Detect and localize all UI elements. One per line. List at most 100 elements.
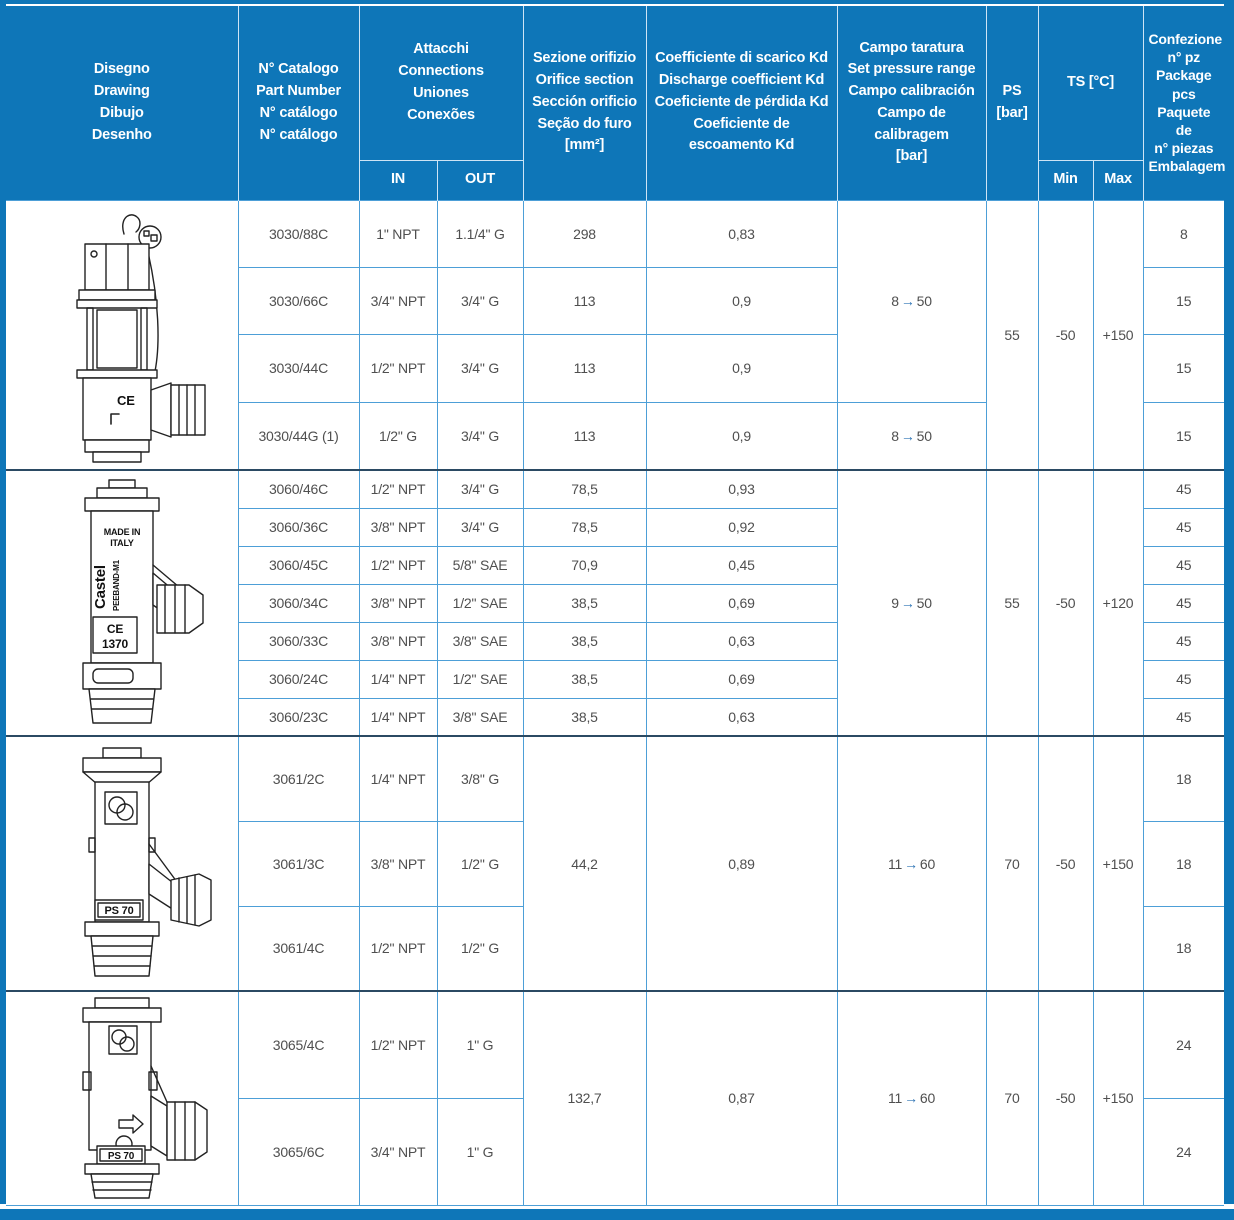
part-number-cell: 3030/44G (1) [237, 401, 360, 471]
spec-table: Disegno Drawing Dibujo Desenho N° Catalo… [6, 6, 1226, 1206]
inlet-cell: 3/8" NPT [358, 583, 438, 623]
col-header-connections: Attacchi Connections Uniones Conexões [358, 6, 524, 160]
package-cell: 15 [1142, 333, 1225, 403]
ts-max-cell: +150 [1092, 735, 1144, 992]
part-number-cell: 3061/4C [237, 905, 360, 992]
kd-cell: 0,69 [645, 583, 838, 623]
orifice-cell: 70,9 [522, 545, 647, 585]
orifice-cell: 38,5 [522, 697, 647, 737]
package-cell: 24 [1142, 990, 1225, 1099]
package-cell: 45 [1142, 697, 1225, 737]
ts-min-cell: -50 [1037, 199, 1094, 471]
range-to: 50 [916, 293, 932, 309]
outlet-cell: 1" G [436, 990, 524, 1099]
ts-max-cell: +150 [1092, 990, 1144, 1206]
part-number-cell: 3060/33C [237, 621, 360, 661]
part-number-cell: 3030/44C [237, 333, 360, 403]
orifice-cell: 78,5 [522, 507, 647, 547]
ps-rating-label: PS 70 [108, 1151, 135, 1162]
outlet-cell: 3/4" G [436, 333, 524, 403]
ts-max-cell: +150 [1092, 199, 1144, 471]
drawing-cell-3060: MADE IN ITALY Castel PEEBAND-M1 CE 1370 [6, 469, 239, 737]
inlet-cell: 1/4" NPT [358, 659, 438, 699]
series-label: PEEBAND-M1 [112, 559, 121, 611]
outlet-cell: 1/2" SAE [436, 659, 524, 699]
package-cell: 24 [1142, 1097, 1225, 1206]
pressure-range-cell: 8 → 50 [836, 401, 987, 471]
package-cell: 45 [1142, 621, 1225, 661]
orifice-cell: 44,2 [522, 735, 647, 992]
outlet-cell: 3/8" SAE [436, 697, 524, 737]
range-from: 8 [891, 293, 899, 309]
range-to: 50 [916, 595, 932, 611]
range-from: 9 [891, 595, 899, 611]
inlet-cell: 3/8" NPT [358, 507, 438, 547]
part-number-cell: 3065/4C [237, 990, 360, 1099]
outlet-cell: 1/2" G [436, 820, 524, 907]
range-arrow-icon: → [900, 293, 915, 309]
ps-cell: 70 [985, 735, 1039, 992]
outlet-cell: 3/4" G [436, 266, 524, 335]
kd-cell: 0,9 [645, 333, 838, 403]
col-header-discharge-coefficient: Coefficiente di scarico Kd Discharge coe… [645, 6, 838, 200]
col-header-ts: TS [°C] [1037, 6, 1144, 160]
orifice-cell: 38,5 [522, 659, 647, 699]
table-border-right [1224, 0, 1234, 1204]
outlet-cell: 1/2" G [436, 905, 524, 992]
inlet-cell: 3/4" NPT [358, 266, 438, 335]
kd-cell: 0,63 [645, 621, 838, 661]
inlet-cell: 1/2" NPT [358, 905, 438, 992]
part-number-cell: 3060/36C [237, 507, 360, 547]
inlet-cell: 3/8" NPT [358, 621, 438, 661]
part-number-cell: 3060/23C [237, 697, 360, 737]
package-cell: 8 [1142, 199, 1225, 268]
table-border-top [0, 0, 1234, 4]
table-border-bottom [0, 1209, 1234, 1220]
inlet-cell: 1/2" G [358, 401, 438, 471]
part-number-cell: 3030/66C [237, 266, 360, 335]
ce-mark-label: CE [107, 622, 123, 636]
kd-cell: 0,69 [645, 659, 838, 699]
package-cell: 18 [1142, 820, 1225, 907]
pressure-range-cell: 11 → 60 [836, 990, 987, 1206]
orifice-cell: 38,5 [522, 583, 647, 623]
package-cell: 45 [1142, 469, 1225, 509]
inlet-cell: 1" NPT [358, 199, 438, 268]
inlet-cell: 1/4" NPT [358, 697, 438, 737]
range-arrow-icon: → [900, 427, 915, 444]
kd-cell: 0,89 [645, 735, 838, 992]
ts-min-cell: -50 [1037, 735, 1094, 992]
ts-max-cell: +120 [1092, 469, 1144, 737]
kd-cell: 0,63 [645, 697, 838, 737]
ts-min-cell: -50 [1037, 469, 1094, 737]
inlet-cell: 3/4" NPT [358, 1097, 438, 1206]
kd-cell: 0,93 [645, 469, 838, 509]
made-in-label: MADE IN [103, 527, 140, 537]
outlet-cell: 1/2" SAE [436, 583, 524, 623]
inlet-cell: 1/2" NPT [358, 990, 438, 1099]
package-cell: 15 [1142, 266, 1225, 335]
col-header-orifice-section: Sezione orifizio Orifice section Sección… [522, 6, 647, 200]
brand-label: Castel [92, 565, 109, 609]
package-cell: 18 [1142, 905, 1225, 992]
kd-cell: 0,92 [645, 507, 838, 547]
part-number-cell: 3061/3C [237, 820, 360, 907]
outlet-cell: 1" G [436, 1097, 524, 1206]
kd-cell: 0,9 [645, 266, 838, 335]
part-number-cell: 3065/6C [237, 1097, 360, 1206]
inlet-cell: 1/4" NPT [358, 735, 438, 822]
ps-cell: 70 [985, 990, 1039, 1206]
ps-cell: 55 [985, 199, 1039, 471]
orifice-cell: 298 [522, 199, 647, 268]
package-cell: 45 [1142, 659, 1225, 699]
range-arrow-icon: → [904, 1090, 918, 1107]
range-from: 11 [887, 855, 903, 872]
orifice-cell: 132,7 [522, 990, 647, 1206]
pressure-range-cell: 11 → 60 [836, 735, 987, 992]
ce-mark-label: CE [117, 393, 135, 408]
range-to: 50 [916, 427, 932, 444]
inlet-cell: 3/8" NPT [358, 820, 438, 907]
valve-drawing-3061: PS 70 [82, 746, 212, 977]
valve-drawing-3065: PS 70 [82, 997, 208, 1199]
orifice-cell: 38,5 [522, 621, 647, 661]
